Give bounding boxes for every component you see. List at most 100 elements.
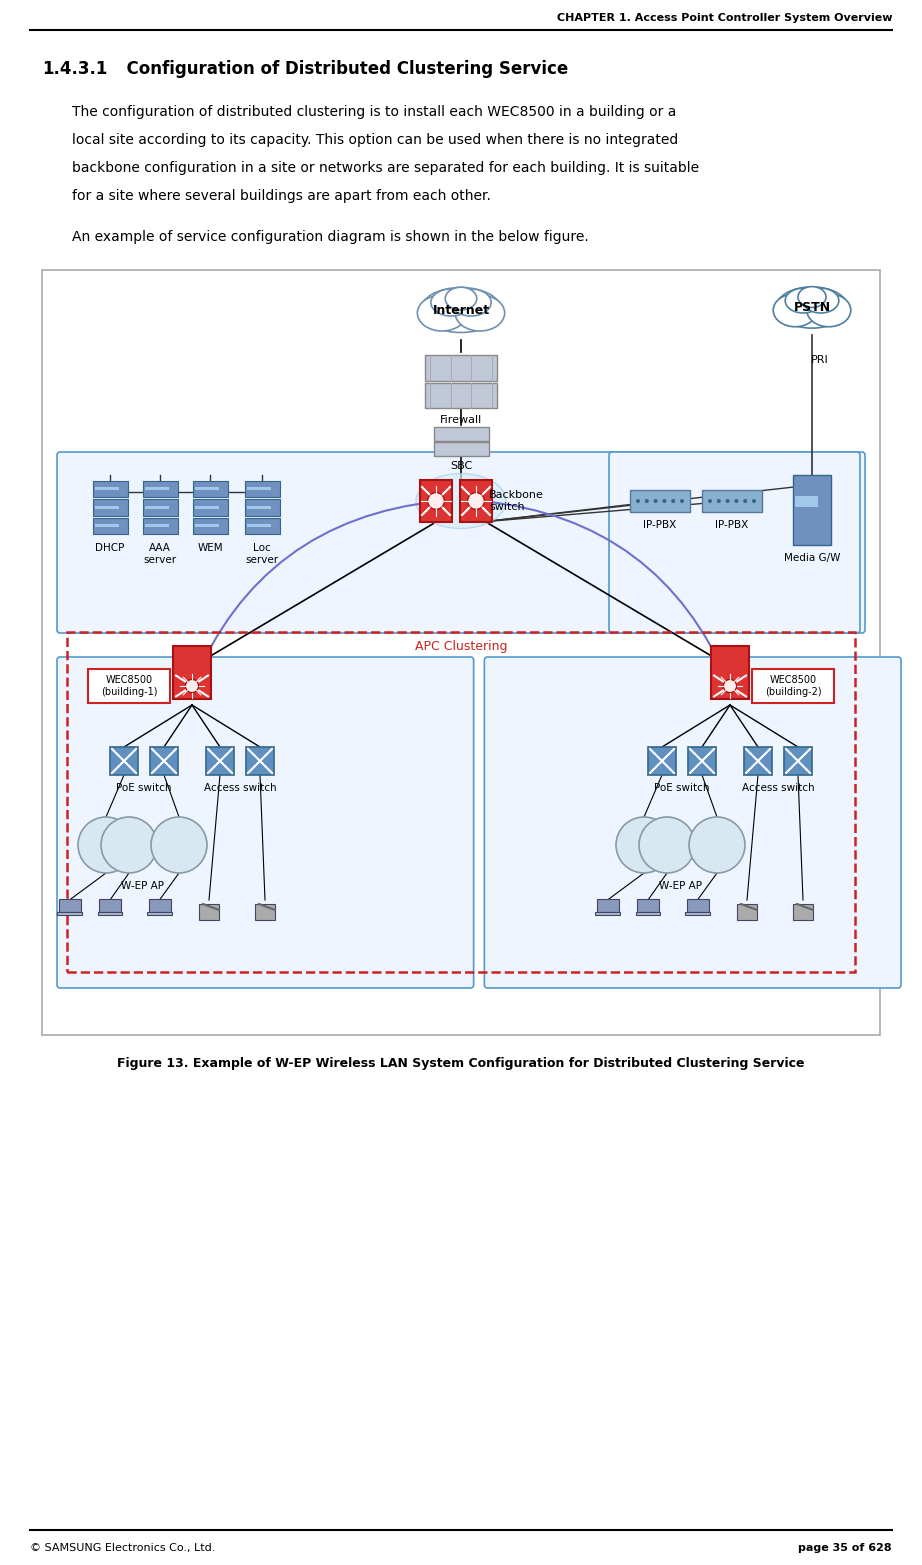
FancyBboxPatch shape [195,487,219,490]
Text: PoE switch: PoE switch [655,782,710,793]
Text: © SAMSUNG Electronics Co., Ltd.: © SAMSUNG Electronics Co., Ltd. [30,1543,216,1552]
Ellipse shape [420,288,502,332]
FancyBboxPatch shape [596,912,620,916]
Text: Configuration of Distributed Clustering Service: Configuration of Distributed Clustering … [115,59,568,78]
FancyBboxPatch shape [244,480,279,498]
FancyBboxPatch shape [110,747,138,775]
FancyBboxPatch shape [425,382,497,408]
FancyBboxPatch shape [148,898,171,912]
Text: IP-PBX: IP-PBX [715,520,749,531]
FancyBboxPatch shape [98,912,122,916]
Ellipse shape [445,288,477,310]
Text: Loc
server: Loc server [245,543,278,565]
FancyBboxPatch shape [246,505,271,509]
Circle shape [654,499,657,502]
Text: PSTN: PSTN [794,300,831,315]
Text: Access switch: Access switch [741,782,814,793]
Circle shape [78,817,134,873]
Text: CHAPTER 1. Access Point Controller System Overview: CHAPTER 1. Access Point Controller Syste… [557,13,892,23]
FancyBboxPatch shape [92,480,127,498]
FancyBboxPatch shape [246,747,274,775]
FancyBboxPatch shape [195,524,219,527]
FancyBboxPatch shape [57,912,82,916]
Text: PoE switch: PoE switch [116,782,171,793]
Ellipse shape [776,286,848,329]
Circle shape [752,499,756,502]
Text: Backbone
switch: Backbone switch [489,490,544,512]
Text: Internet: Internet [432,304,490,316]
FancyBboxPatch shape [94,487,119,490]
Circle shape [151,817,207,873]
FancyBboxPatch shape [744,747,772,775]
FancyBboxPatch shape [597,898,619,912]
Text: SBC: SBC [450,462,472,471]
Text: Media G/W: Media G/W [784,552,840,563]
FancyBboxPatch shape [145,505,169,509]
Text: for a site where several buildings are apart from each other.: for a site where several buildings are a… [72,189,491,203]
FancyBboxPatch shape [630,490,690,512]
Text: APC Clustering: APC Clustering [415,640,507,653]
Ellipse shape [431,290,471,316]
Ellipse shape [455,294,504,332]
Ellipse shape [798,286,826,307]
FancyBboxPatch shape [246,487,271,490]
FancyBboxPatch shape [92,518,127,534]
Text: 1.4.3.1: 1.4.3.1 [42,59,107,78]
FancyBboxPatch shape [637,898,659,912]
FancyBboxPatch shape [57,452,865,632]
FancyBboxPatch shape [711,646,749,700]
FancyBboxPatch shape [57,657,474,988]
FancyBboxPatch shape [460,480,492,523]
FancyBboxPatch shape [793,905,813,920]
FancyBboxPatch shape [88,668,170,703]
FancyBboxPatch shape [688,747,716,775]
FancyBboxPatch shape [206,747,234,775]
Text: PRI: PRI [811,355,829,365]
FancyBboxPatch shape [420,480,452,523]
Text: WEC8500
(building-2): WEC8500 (building-2) [764,675,822,696]
Circle shape [185,679,198,693]
Ellipse shape [807,294,851,327]
Circle shape [101,817,157,873]
FancyBboxPatch shape [244,499,279,515]
FancyBboxPatch shape [143,499,178,515]
FancyBboxPatch shape [255,905,275,920]
FancyBboxPatch shape [150,747,178,775]
Text: WEC8500
(building-1): WEC8500 (building-1) [100,675,158,696]
Text: page 35 of 628: page 35 of 628 [798,1543,892,1552]
FancyBboxPatch shape [193,518,228,534]
Circle shape [680,499,684,502]
Circle shape [724,679,737,693]
Text: backbone configuration in a site or networks are separated for each building. It: backbone configuration in a site or netw… [72,161,699,175]
FancyBboxPatch shape [199,905,219,920]
Text: Firewall: Firewall [440,415,482,426]
Text: Figure 13. Example of W-EP Wireless LAN System Configuration for Distributed Clu: Figure 13. Example of W-EP Wireless LAN … [117,1056,805,1070]
Text: WEM: WEM [197,543,223,552]
Ellipse shape [786,288,822,313]
FancyBboxPatch shape [609,452,860,632]
FancyBboxPatch shape [193,499,228,515]
Text: The configuration of distributed clustering is to install each WEC8500 in a buil: The configuration of distributed cluster… [72,105,677,119]
FancyBboxPatch shape [99,898,121,912]
Text: IP-PBX: IP-PBX [644,520,677,531]
Circle shape [616,817,672,873]
Circle shape [743,499,747,502]
Circle shape [644,499,649,502]
FancyBboxPatch shape [244,518,279,534]
FancyBboxPatch shape [145,487,169,490]
Text: Access switch: Access switch [204,782,277,793]
Ellipse shape [803,288,839,313]
Circle shape [726,499,729,502]
FancyBboxPatch shape [145,524,169,527]
Circle shape [708,499,712,502]
Ellipse shape [451,290,491,316]
FancyBboxPatch shape [687,898,708,912]
FancyBboxPatch shape [425,355,497,380]
Circle shape [671,499,675,502]
FancyBboxPatch shape [433,427,489,441]
Text: DHCP: DHCP [95,543,124,552]
FancyBboxPatch shape [648,747,676,775]
FancyBboxPatch shape [193,480,228,498]
Circle shape [662,499,667,502]
FancyBboxPatch shape [784,747,812,775]
